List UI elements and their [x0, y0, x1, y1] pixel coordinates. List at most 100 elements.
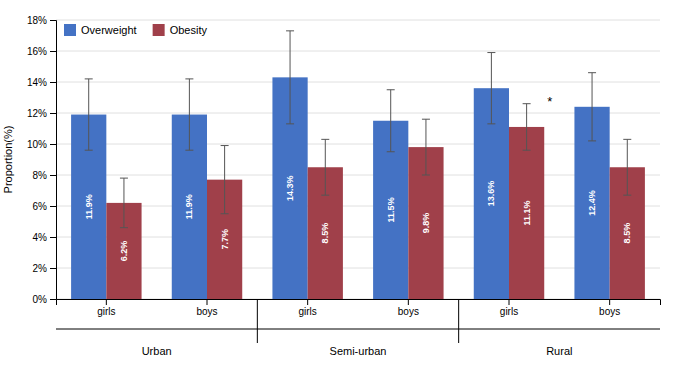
grid-line: [56, 268, 660, 269]
series: [71, 31, 610, 299]
x-axis: girls boys girls boys girls boys: [57, 299, 661, 317]
grid-line: [56, 51, 660, 52]
tick-label: 4%: [33, 232, 48, 243]
tick-mark: [307, 299, 308, 305]
axis-line: [57, 300, 661, 306]
group-line: [459, 329, 660, 330]
tick-mark: [509, 299, 510, 305]
tick-label: boys: [196, 306, 217, 317]
tick: boys: [196, 299, 217, 317]
data-label: 11.9%: [84, 194, 94, 219]
tick-mark: [609, 299, 610, 305]
error-bar: [523, 104, 531, 151]
tick-mark: [50, 20, 56, 21]
data-label: 9.8%: [421, 213, 431, 234]
tick-label: boys: [398, 306, 419, 317]
category-groups: Urban Semi-urban Rural: [56, 299, 660, 357]
chart: 11.9%11.9%14.3%11.5%13.6%12.4%6.2%7.7%8.…: [0, 0, 680, 377]
error-bar: [487, 53, 495, 124]
tick: 6%: [33, 201, 56, 212]
data-label: 7.7%: [220, 229, 230, 250]
error-bar: [321, 139, 329, 195]
marks: [71, 31, 645, 299]
tick: girls: [298, 299, 316, 317]
tick: 18%: [27, 15, 56, 26]
grid: [56, 20, 660, 299]
tick: 10%: [27, 139, 56, 150]
tick-label: girls: [298, 306, 316, 317]
axis-line: [50, 21, 57, 300]
tick: boys: [599, 299, 620, 317]
group-line: [257, 329, 458, 330]
legend-label: Obesity: [170, 24, 208, 36]
data-label: 13.6%: [486, 181, 496, 207]
tick-mark: [50, 144, 56, 145]
tick: 16%: [27, 46, 56, 57]
tick-label: 12%: [27, 108, 47, 119]
tick-mark: [207, 299, 208, 305]
tick: 12%: [27, 108, 56, 119]
tick-label: 18%: [27, 15, 47, 26]
group-label: Semi-urban: [330, 345, 387, 357]
grid-line: [56, 175, 660, 176]
data-label: 8.5%: [622, 223, 632, 244]
tick-mark: [50, 299, 56, 300]
tick-label: 10%: [27, 139, 47, 150]
tick: 8%: [33, 170, 56, 181]
legend-label: Overweight: [81, 24, 137, 36]
error-bar: [85, 79, 93, 150]
tick-label: 8%: [33, 170, 48, 181]
tick-label: boys: [599, 306, 620, 317]
series: [106, 104, 645, 299]
error-bar: [623, 139, 631, 195]
data-label: 11.1%: [522, 200, 532, 225]
legend-item: Overweight: [64, 24, 137, 36]
tick: 14%: [27, 77, 56, 88]
grid-line: [56, 144, 660, 145]
tick-label: 2%: [33, 263, 48, 274]
error-bar: [387, 90, 395, 152]
grid-line: [56, 206, 660, 207]
error-bar: [221, 146, 229, 214]
error-bar: [286, 31, 294, 124]
plot: 11.9%11.9%14.3%11.5%13.6%12.4%6.2%7.7%8.…: [2, 15, 661, 357]
grid-line: [56, 113, 660, 114]
error-bar: [588, 73, 596, 141]
tick-label: 0%: [33, 294, 48, 305]
tick: 4%: [33, 232, 56, 243]
tick-mark: [50, 237, 56, 238]
data-label: 11.5%: [386, 197, 396, 222]
bar: [509, 127, 544, 299]
tick-mark: [50, 268, 56, 269]
tick: girls: [500, 299, 518, 317]
data-labels: 11.9%11.9%14.3%11.5%13.6%12.4%6.2%7.7%8.…: [84, 175, 633, 261]
y-axis-title: Proportion(%): [2, 126, 14, 194]
tick-mark: [50, 206, 56, 207]
legend: Overweight Obesity: [64, 24, 207, 36]
error-bar: [422, 119, 430, 175]
legend-swatch: [153, 24, 165, 36]
legend-item: Obesity: [153, 24, 208, 36]
tick-mark: [408, 299, 409, 305]
data-label: 8.5%: [320, 223, 330, 244]
group-label: Urban: [142, 345, 172, 357]
legend-swatch: [64, 24, 76, 36]
tick-label: 6%: [33, 201, 48, 212]
error-bar: [185, 79, 193, 150]
data-label: 6.2%: [119, 241, 129, 262]
data-label: 12.4%: [587, 190, 597, 216]
tick-label: girls: [500, 306, 518, 317]
tick-label: 16%: [27, 46, 47, 57]
grid-line: [56, 237, 660, 238]
tick: girls: [97, 299, 115, 317]
tick: 2%: [33, 263, 56, 274]
group-line: [56, 329, 257, 330]
tick-mark: [50, 51, 56, 52]
data-label: 14.3%: [285, 175, 295, 201]
tick-label: girls: [97, 306, 115, 317]
tick-mark: [50, 113, 56, 114]
group-label: Rural: [546, 345, 572, 357]
error-bar: [120, 178, 128, 228]
tick-mark: [50, 82, 56, 83]
group-divider: [257, 299, 258, 343]
